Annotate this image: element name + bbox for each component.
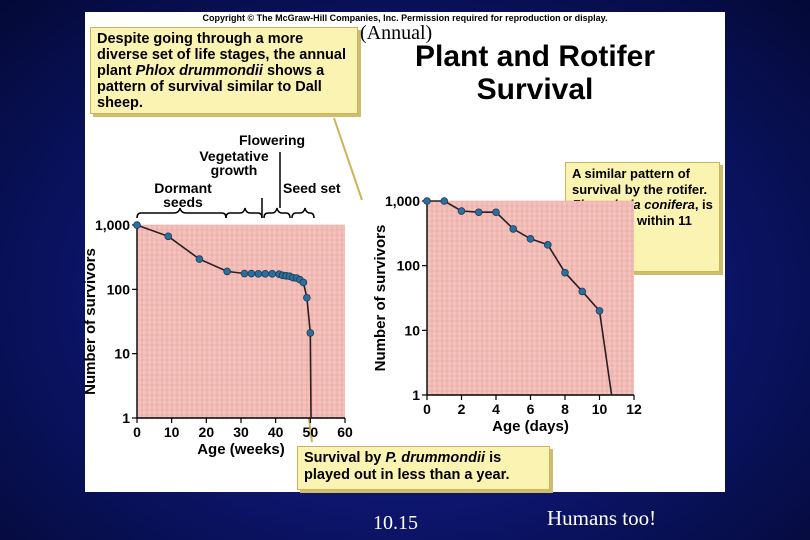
copyright-notice: Copyright © The McGraw-Hill Companies, I… [202,13,608,23]
bracket-dormant [136,207,227,219]
slide-title: Plant and Rotifer Survival [385,40,685,106]
data-point [526,235,535,243]
x-tick-label: 30 [233,424,249,440]
stage-label-vegetative: Vegetative growth [199,148,269,178]
plot-area [137,225,345,418]
pointer-line-phlox [333,117,363,201]
callout-pd: Survival by P. drummondii is played out … [297,446,550,490]
data-point [164,232,173,241]
y-tick-label: 1,000 [385,193,420,209]
stage-label-seed-set: Seed set [283,180,341,196]
stage-label-dormant: Dormant seeds [154,180,212,210]
x-tick-label: 10 [592,401,608,417]
callout-rotifer-text-1: A similar pattern of survival by the rot… [572,166,708,197]
y-axis-label: Number of survivors [82,248,99,395]
callout-pd-text-2: is played out in less than a year. [304,450,510,483]
data-point [440,197,449,205]
page-number: 10.15 [373,512,418,534]
x-tick-label: 40 [268,424,284,440]
x-axis-label: Age (days) [492,418,569,435]
x-tick-label: 2 [458,401,466,417]
x-tick-label: 6 [527,401,535,417]
data-point [254,270,263,278]
data-point [268,270,277,278]
x-tick-label: 0 [423,401,431,417]
data-point [306,329,315,337]
plot-area [427,201,634,395]
data-point [595,307,604,315]
stage-brackets [136,152,315,219]
data-point [578,287,587,296]
data-point [261,270,270,278]
footer-note: Humans too! [547,506,657,530]
y-tick-label: 100 [107,281,131,297]
data-point [133,221,141,229]
slide-title-line1: Plant and Rotifer [414,40,655,73]
y-tick-label: 1 [412,387,420,403]
callout-phlox-text-2: shows a pattern of survival similar to D… [97,63,325,111]
slide-title-line2: Survival [476,73,594,106]
data-point [423,197,431,205]
data-point [457,207,466,215]
data-point [195,255,204,263]
y-tick-label: 10 [404,322,420,338]
x-tick-label: 12 [626,401,642,417]
x-tick-label: 10 [164,424,180,440]
callout-phlox-species: Phlox drummondii [135,63,263,79]
grid [136,224,345,418]
data-point [247,269,256,278]
x-tick-label: 50 [303,424,319,440]
callout-pd-text-1: Survival by [304,450,386,466]
callout-pd-species: P. drummondii [385,450,486,466]
stage-label-flowering: Flowering [239,132,306,148]
chart-plant: 0 10 20 30 40 50 60 1 10 100 1,000 Age (weeks) Numbe… [82,217,353,458]
x-tick-label: 60 [337,424,353,440]
y-tick-label: 100 [397,258,421,274]
data-point [303,293,311,302]
bracket-seed-set [291,207,315,219]
data-point [223,267,231,276]
callout-phlox: Despite going through a more diverse set… [90,27,358,114]
x-tick-label: 4 [492,401,500,417]
data-point [492,208,500,217]
bracket-flowering [263,207,291,219]
data-point [561,268,569,277]
data-point [543,241,552,249]
callout-phlox-text-1: Despite going through a more diverse set… [97,31,346,79]
x-tick-label: 20 [199,424,215,440]
data-point [240,269,249,278]
y-tick-label: 1 [122,410,130,426]
bracket-vegetative [225,207,263,219]
y-tick-label: 1,000 [95,217,130,233]
chart-rotifer: 0 2 4 6 8 10 12 1 10 100 1,000 Age (days) Number of … [372,193,642,435]
y-tick-label: 10 [114,346,130,362]
y-axis-label: Number of survivors [372,225,389,372]
annual-note: (Annual) [360,22,433,44]
x-tick-label: 8 [561,401,569,417]
data-point [474,208,483,217]
x-axis-label: Age (weeks) [197,441,285,458]
x-tick-label: 0 [133,424,141,440]
data-point [299,278,308,287]
data-point [509,225,518,233]
